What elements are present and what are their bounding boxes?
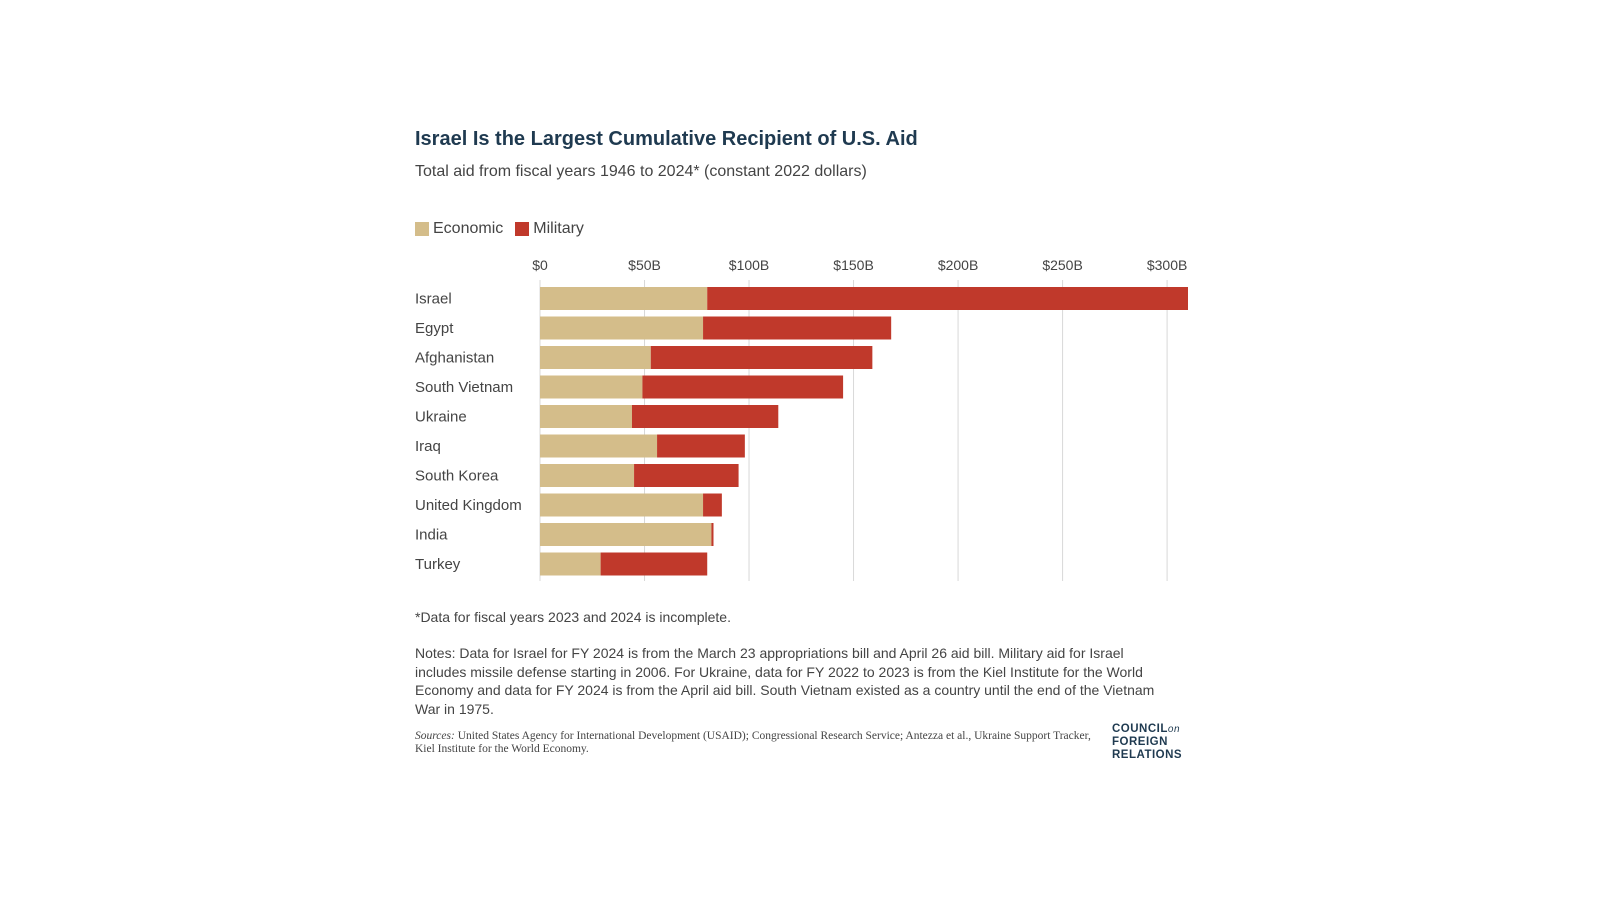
legend-swatch-economic (415, 222, 429, 236)
bar-economic-3 (540, 375, 643, 399)
bar-economic-7 (540, 493, 704, 517)
bar-economic-1 (540, 316, 704, 340)
category-label-9: Turkey (415, 556, 461, 573)
legend: Economic Military (415, 220, 596, 238)
legend-item-economic: Economic (415, 220, 503, 238)
bar-military-7 (703, 493, 722, 517)
bar-military-8 (711, 523, 714, 546)
category-label-8: India (415, 527, 448, 544)
category-label-6: South Korea (415, 468, 499, 485)
legend-item-military: Military (515, 220, 584, 238)
bar-economic-2 (540, 346, 651, 369)
bar-military-2 (650, 346, 873, 369)
bar-military-0 (707, 287, 1188, 310)
category-label-4: Ukraine (415, 409, 467, 426)
bar-economic-9 (540, 552, 601, 576)
bar-military-9 (600, 552, 708, 576)
sources-lead: Sources: (415, 730, 455, 742)
bar-economic-4 (540, 405, 632, 428)
logo-line1-small: on (1167, 724, 1181, 735)
category-label-7: United Kingdom (415, 497, 522, 514)
legend-label-military: Military (533, 220, 584, 237)
logo-line1: COUNCIL (1112, 723, 1168, 735)
bar-military-5 (657, 434, 745, 458)
x-tick-label-2: $100B (729, 257, 769, 273)
x-tick-label-1: $50B (628, 257, 661, 273)
x-tick-label-5: $250B (1042, 257, 1082, 273)
category-label-0: Israel (415, 291, 452, 308)
category-label-1: Egypt (415, 320, 454, 337)
bar-military-1 (703, 316, 892, 340)
category-label-2: Afghanistan (415, 350, 494, 367)
bar-military-3 (642, 375, 844, 399)
legend-label-economic: Economic (433, 220, 504, 237)
x-tick-label-3: $150B (833, 257, 873, 273)
bar-economic-8 (540, 523, 712, 546)
category-label-5: Iraq (415, 438, 441, 455)
logo-line3: RELATIONS (1112, 749, 1183, 761)
footnote: *Data for fiscal years 2023 and 2024 is … (415, 609, 731, 625)
x-tick-label-0: $0 (532, 257, 548, 273)
legend-swatch-military (515, 222, 530, 236)
x-tick-label-4: $200B (938, 257, 978, 273)
sources: Sources: United States Agency for Intern… (415, 730, 1095, 756)
notes: Notes: Data for Israel for FY 2024 is fr… (415, 645, 1155, 717)
bar-military-6 (634, 464, 739, 487)
bar-military-4 (631, 405, 779, 428)
x-tick-label-6: $300B (1147, 257, 1187, 273)
bar-economic-5 (540, 434, 658, 458)
bar-economic-6 (540, 464, 635, 487)
category-label-3: South Vietnam (415, 379, 513, 396)
bar-economic-0 (540, 287, 708, 310)
logo-line2: FOREIGN (1112, 736, 1168, 748)
chart-title: Israel Is the Largest Cumulative Recipie… (415, 128, 918, 150)
cfr-logo: COUNCILon FOREIGN RELATIONS (1112, 723, 1202, 762)
chart-subtitle: Total aid from fiscal years 1946 to 2024… (415, 163, 867, 180)
sources-text: United States Agency for International D… (415, 730, 1091, 755)
